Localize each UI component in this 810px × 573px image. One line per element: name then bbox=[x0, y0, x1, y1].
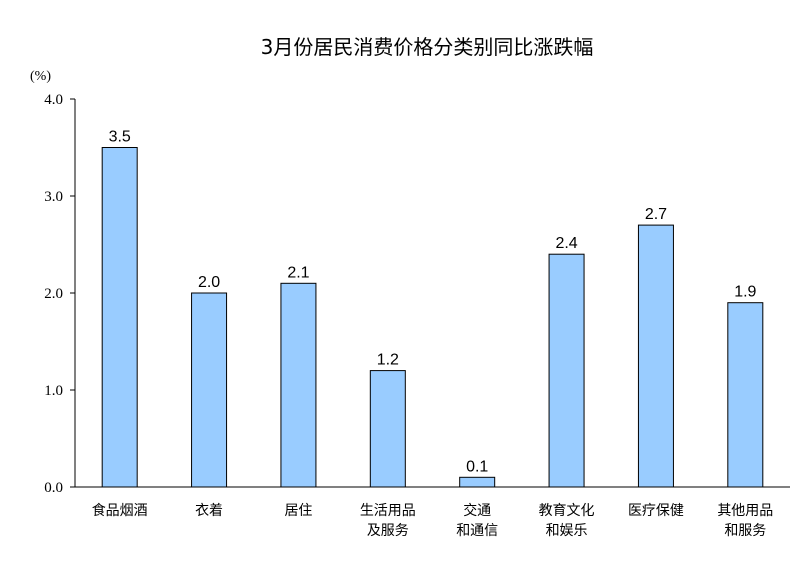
x-tick-label: 交通 bbox=[463, 502, 491, 519]
bar bbox=[637, 224, 674, 488]
bar bbox=[280, 282, 317, 488]
y-unit-label: (%) bbox=[30, 69, 51, 84]
x-tick-label: 和娱乐 bbox=[546, 523, 588, 539]
x-tick-label: 医疗保健 bbox=[628, 503, 684, 519]
data-label: 3.5 bbox=[109, 129, 131, 146]
x-tick-label: 和服务 bbox=[724, 523, 766, 539]
y-tick-label: 0.0 bbox=[44, 480, 63, 496]
x-tick-label: 教育文化 bbox=[539, 503, 595, 519]
data-label: 0.1 bbox=[466, 458, 488, 475]
bar bbox=[727, 302, 764, 488]
data-label: 1.2 bbox=[377, 352, 399, 369]
data-label: 2.1 bbox=[287, 264, 309, 281]
data-label: 2.0 bbox=[198, 274, 220, 291]
bar bbox=[191, 292, 228, 488]
data-label: 1.9 bbox=[734, 284, 756, 301]
bar bbox=[459, 476, 496, 488]
y-tick-label: 1.0 bbox=[44, 383, 63, 399]
x-tick-label: 衣着 bbox=[195, 503, 223, 519]
y-tick-label: 3.0 bbox=[44, 189, 63, 205]
x-tick-label: 及服务 bbox=[367, 523, 409, 539]
x-tick-label: 食品烟酒 bbox=[92, 502, 148, 519]
y-tick-label: 4.0 bbox=[44, 92, 63, 108]
y-axis: 0.0 1.0 2.0 3.0 4.0 bbox=[44, 92, 75, 496]
value-labels-group: 3.5 2.0 2.1 1.2 0.1 2.4 2.7 1.9 bbox=[109, 129, 757, 476]
bar bbox=[548, 253, 585, 488]
data-label: 2.4 bbox=[555, 235, 577, 252]
y-tick-label: 2.0 bbox=[44, 286, 63, 302]
data-label: 2.7 bbox=[645, 206, 667, 223]
chart-title: 3月份居民消费价格分类别同比涨跌幅 bbox=[261, 35, 594, 59]
x-tick-label: 其他用品 bbox=[717, 503, 773, 519]
x-tick-label: 和通信 bbox=[456, 523, 498, 539]
x-tick-label: 生活用品 bbox=[360, 503, 416, 519]
x-tick-label: 居住 bbox=[284, 503, 312, 519]
bars-group bbox=[101, 147, 764, 488]
bar bbox=[369, 370, 406, 488]
bar bbox=[101, 147, 138, 488]
